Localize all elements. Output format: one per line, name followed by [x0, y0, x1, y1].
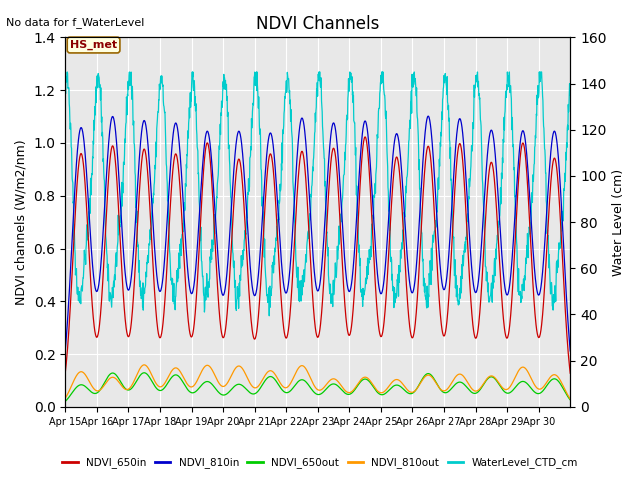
Text: No data for f_WaterLevel: No data for f_WaterLevel: [6, 17, 145, 28]
Y-axis label: NDVI channels (W/m2/nm): NDVI channels (W/m2/nm): [15, 139, 28, 305]
Title: NDVI Channels: NDVI Channels: [256, 15, 380, 33]
Y-axis label: Water Level (cm): Water Level (cm): [612, 168, 625, 276]
Text: HS_met: HS_met: [70, 40, 117, 50]
Legend: NDVI_650in, NDVI_810in, NDVI_650out, NDVI_810out, WaterLevel_CTD_cm: NDVI_650in, NDVI_810in, NDVI_650out, NDV…: [58, 453, 582, 472]
